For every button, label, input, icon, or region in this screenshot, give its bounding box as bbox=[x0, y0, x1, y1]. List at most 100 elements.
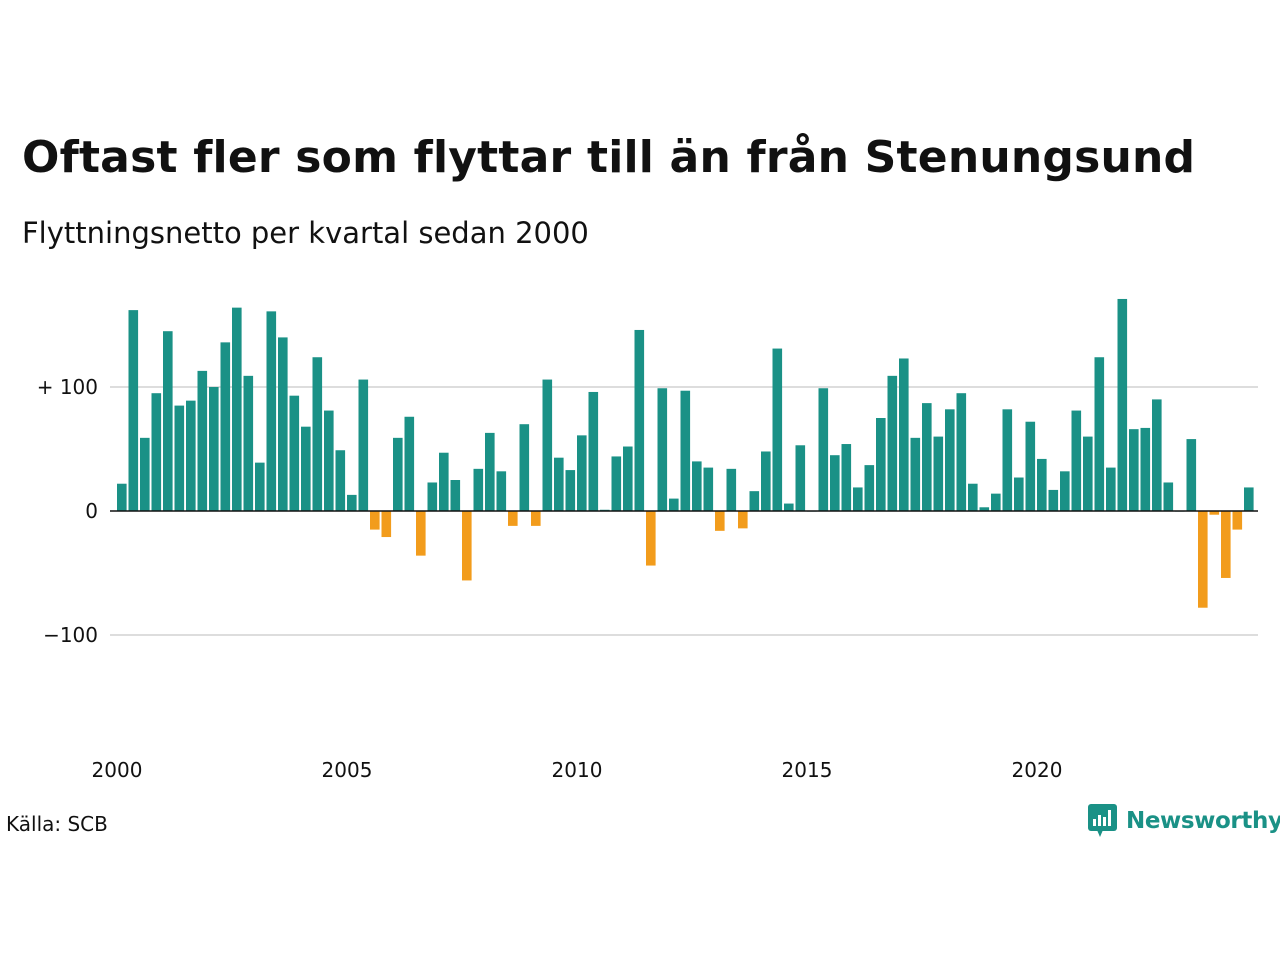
bar bbox=[738, 511, 748, 529]
bar bbox=[209, 387, 219, 511]
bar bbox=[358, 379, 369, 511]
bar bbox=[347, 494, 357, 511]
bar bbox=[910, 437, 921, 511]
bar bbox=[542, 379, 553, 511]
x-tick-label: 2010 bbox=[552, 758, 603, 782]
bar bbox=[1140, 427, 1151, 511]
bar bbox=[1048, 489, 1059, 511]
bar bbox=[657, 388, 668, 511]
bar bbox=[818, 388, 829, 511]
bar bbox=[186, 400, 196, 511]
bar bbox=[795, 445, 806, 511]
bar bbox=[703, 467, 714, 511]
bar bbox=[945, 409, 955, 511]
newsworthy-logo-icon bbox=[1088, 804, 1117, 837]
bar bbox=[669, 498, 679, 511]
bar bbox=[715, 511, 725, 531]
bar bbox=[565, 470, 576, 511]
bar bbox=[1094, 357, 1105, 511]
bar bbox=[887, 375, 898, 511]
bar bbox=[772, 348, 783, 511]
bar bbox=[151, 393, 162, 511]
bar bbox=[864, 465, 875, 511]
bar bbox=[289, 395, 300, 511]
newsworthy-brand[interactable]: Newsworthy bbox=[1088, 804, 1280, 838]
bar bbox=[266, 311, 277, 511]
chart-subtitle: Flyttningsnetto per kvartal sedan 2000 bbox=[22, 216, 589, 250]
bar bbox=[531, 511, 541, 526]
bar bbox=[922, 403, 932, 511]
bar bbox=[1244, 487, 1254, 511]
bar-chart: + 100 0 −100 2000 2005 2010 2015 2020 bbox=[37, 298, 1258, 782]
bar bbox=[1083, 436, 1093, 511]
bar bbox=[634, 329, 645, 511]
bar bbox=[163, 331, 173, 511]
bar bbox=[485, 432, 495, 511]
bar bbox=[255, 462, 265, 511]
bar bbox=[646, 511, 656, 566]
x-tick-label: 2015 bbox=[782, 758, 833, 782]
bar bbox=[830, 455, 840, 511]
bar bbox=[554, 457, 564, 511]
bar bbox=[991, 493, 1001, 511]
bar bbox=[232, 307, 242, 511]
bar bbox=[1002, 409, 1013, 511]
bar bbox=[439, 452, 449, 511]
bar bbox=[450, 480, 461, 511]
bar bbox=[117, 483, 127, 511]
bar bbox=[427, 482, 438, 511]
bar bbox=[1025, 421, 1036, 511]
bar bbox=[519, 424, 530, 511]
bar bbox=[324, 410, 334, 511]
bar bbox=[933, 436, 944, 511]
bar bbox=[588, 391, 599, 511]
bar bbox=[1117, 298, 1128, 511]
brand-name: Newsworthy bbox=[1126, 808, 1280, 834]
bar bbox=[220, 342, 231, 511]
bar bbox=[623, 446, 633, 511]
bar bbox=[301, 426, 311, 511]
bar bbox=[381, 511, 392, 538]
y-tick-label: + 100 bbox=[37, 375, 98, 399]
bar bbox=[496, 471, 507, 511]
x-tick-label: 2005 bbox=[322, 758, 373, 782]
bar bbox=[1037, 458, 1047, 511]
bar bbox=[243, 375, 254, 511]
bar bbox=[1014, 477, 1024, 511]
bar bbox=[749, 491, 760, 511]
bar bbox=[278, 337, 288, 511]
y-tick-label: 0 bbox=[85, 499, 98, 523]
bar bbox=[1198, 511, 1208, 608]
bar bbox=[128, 310, 139, 511]
bar bbox=[968, 483, 978, 511]
bar bbox=[312, 357, 323, 511]
y-tick-label: −100 bbox=[43, 623, 98, 647]
bar bbox=[335, 450, 346, 511]
bar bbox=[1163, 482, 1174, 511]
bar bbox=[841, 444, 852, 511]
bar bbox=[692, 461, 702, 511]
bar bbox=[680, 390, 691, 511]
bar bbox=[726, 468, 737, 511]
source-note: Källa: SCB bbox=[6, 812, 108, 836]
bar bbox=[404, 416, 415, 511]
bar bbox=[370, 511, 380, 530]
bar bbox=[462, 511, 472, 581]
bar bbox=[876, 418, 886, 511]
bar bbox=[899, 358, 909, 511]
bar bbox=[393, 437, 403, 511]
bar bbox=[761, 451, 771, 511]
bar bbox=[784, 503, 794, 511]
bar bbox=[979, 507, 990, 511]
bar bbox=[197, 370, 208, 511]
bar bbox=[1060, 471, 1070, 511]
bar bbox=[508, 511, 518, 526]
bar bbox=[1221, 511, 1231, 578]
bar bbox=[853, 487, 863, 511]
x-tick-label: 2000 bbox=[92, 758, 143, 782]
bar bbox=[1232, 511, 1243, 530]
bar bbox=[140, 437, 150, 511]
bar bbox=[577, 435, 587, 511]
chart-title: Oftast fler som flyttar till än från Ste… bbox=[22, 132, 1196, 183]
bar bbox=[1071, 410, 1082, 511]
